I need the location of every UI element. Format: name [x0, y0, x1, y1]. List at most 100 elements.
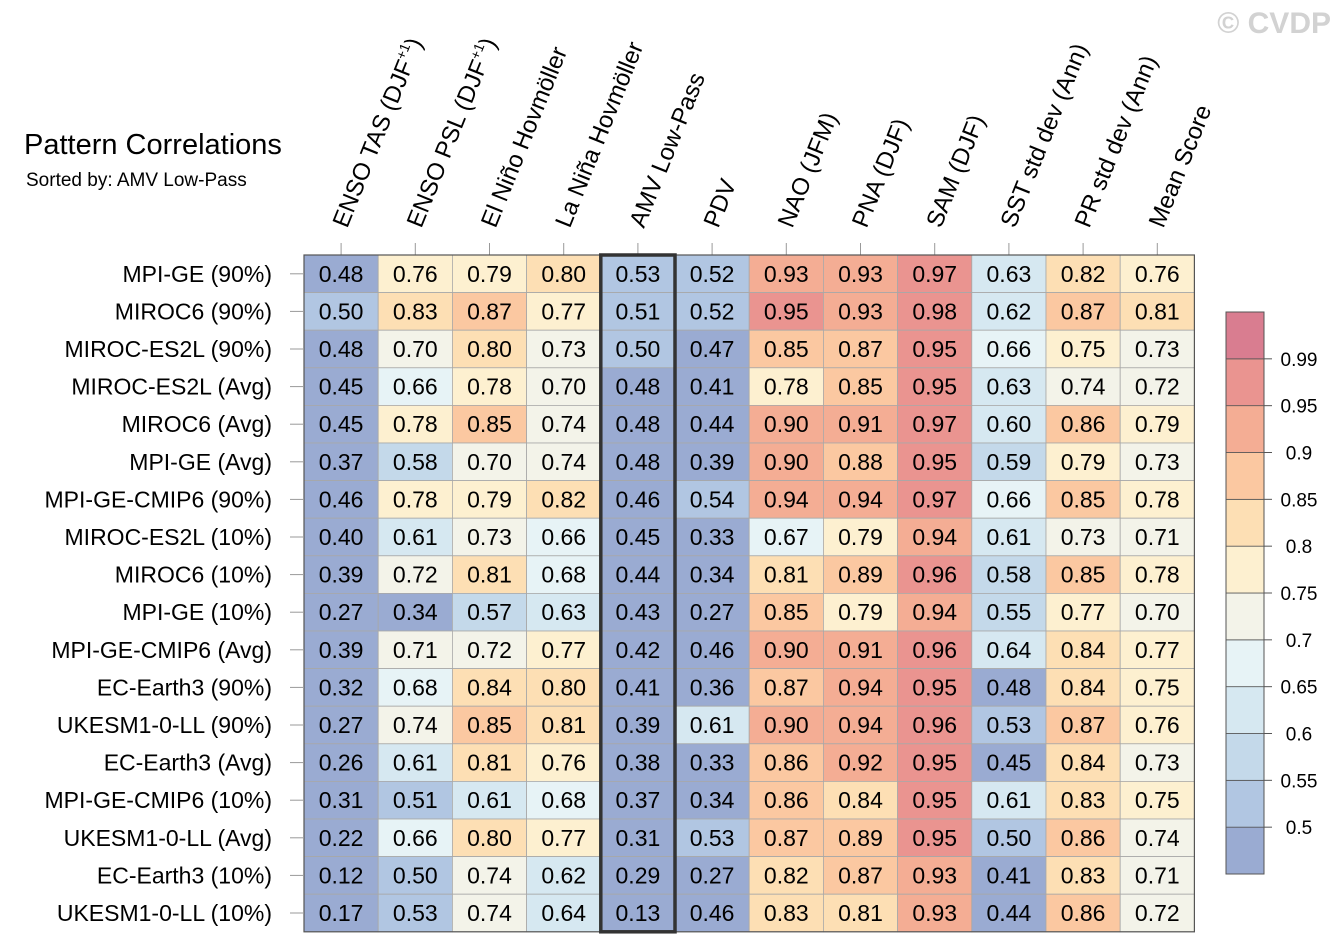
cell-value-label: 0.60 — [987, 411, 1032, 437]
cell-value-label: 0.40 — [319, 524, 364, 550]
cell-value-label: 0.79 — [467, 261, 512, 287]
cell-value-label: 0.45 — [319, 411, 364, 437]
cell-value-label: 0.48 — [616, 411, 661, 437]
cell-value-label: 0.91 — [838, 637, 883, 663]
cell-value-label: 0.50 — [987, 825, 1032, 851]
heatmap-cell — [823, 329, 899, 369]
cell-value-label: 0.63 — [987, 261, 1032, 287]
cell-value-label: 0.77 — [541, 298, 586, 324]
heatmap-cell — [526, 743, 602, 782]
cell-value-label: 0.72 — [393, 562, 438, 588]
row-label: MIROC6 (10%) — [115, 562, 272, 588]
heatmap-cell — [897, 705, 973, 745]
cell-value-label: 0.84 — [1061, 750, 1106, 776]
cell-value-label: 0.39 — [319, 562, 364, 588]
heatmap-cell — [1119, 668, 1195, 707]
cell-value-label: 0.78 — [1135, 562, 1180, 588]
cell-value-label: 0.43 — [616, 599, 661, 625]
cell-value-label: 0.81 — [467, 750, 512, 776]
heatmap-cell — [1119, 818, 1195, 857]
heatmap-cell — [971, 743, 1047, 782]
cell-value-label: 0.94 — [912, 524, 957, 550]
cell-value-label: 0.66 — [987, 336, 1032, 362]
heatmap-cell — [748, 254, 824, 293]
row-label: MIROC6 (90%) — [115, 298, 272, 324]
cell-value-label: 0.87 — [467, 298, 512, 324]
cell-value-label: 0.81 — [467, 562, 512, 588]
cell-value-label: 0.44 — [987, 900, 1032, 926]
cell-value-label: 0.80 — [467, 825, 512, 851]
heatmap-cell — [1119, 292, 1195, 331]
cell-value-label: 0.77 — [1061, 599, 1106, 625]
row-label: MPI-GE-CMIP6 (10%) — [45, 787, 272, 813]
heatmap-cell — [1045, 442, 1121, 481]
heatmap-cell — [971, 705, 1047, 745]
heatmap-cell — [600, 254, 676, 293]
cell-value-label: 0.50 — [393, 862, 438, 888]
cell-value-label: 0.31 — [616, 825, 661, 851]
cell-value-label: 0.83 — [1061, 862, 1106, 888]
cell-value-label: 0.78 — [467, 374, 512, 400]
cell-value-label: 0.31 — [319, 787, 364, 813]
cell-value-label: 0.27 — [690, 862, 735, 888]
heatmap-cell — [1045, 254, 1121, 293]
cell-value-label: 0.37 — [616, 787, 661, 813]
cell-value-label: 0.96 — [912, 562, 957, 588]
cell-value-label: 0.78 — [393, 411, 438, 437]
heatmap-cell — [897, 668, 973, 707]
heatmap-cell — [1119, 254, 1195, 293]
cell-value-label: 0.81 — [1135, 298, 1180, 324]
heatmap-cell — [823, 668, 899, 707]
cell-value-label: 0.32 — [319, 674, 364, 700]
cell-value-label: 0.29 — [616, 862, 661, 888]
cell-value-label: 0.61 — [393, 524, 438, 550]
row-label: UKESM1-0-LL (Avg) — [64, 825, 272, 851]
row-label: EC-Earth3 (Avg) — [104, 750, 272, 776]
cell-value-label: 0.46 — [319, 486, 364, 512]
cell-value-label: 0.66 — [393, 374, 438, 400]
heatmap-cell — [600, 555, 676, 594]
heatmap-cell — [526, 856, 602, 895]
row-label: MPI-GE-CMIP6 (90%) — [45, 486, 272, 512]
colorbar-label: 0.55 — [1281, 771, 1318, 792]
cell-value-label: 0.87 — [764, 825, 809, 851]
colorbar-swatch — [1225, 358, 1265, 407]
cell-value-label: 0.46 — [690, 637, 735, 663]
cell-value-label: 0.87 — [838, 862, 883, 888]
heatmap-cell — [303, 367, 379, 406]
heatmap-cell — [600, 442, 676, 481]
heatmap-cell — [1045, 630, 1121, 669]
heatmap-cell — [377, 893, 453, 933]
colorbar-swatch — [1225, 498, 1265, 547]
cell-value-label: 0.41 — [690, 374, 735, 400]
cell-value-label: 0.73 — [467, 524, 512, 550]
heatmap-cell — [377, 668, 453, 707]
cell-value-label: 0.63 — [987, 374, 1032, 400]
heatmap-cell — [971, 480, 1047, 519]
cell-value-label: 0.53 — [393, 900, 438, 926]
heatmap-cell — [526, 630, 602, 669]
cell-value-label: 0.74 — [467, 900, 512, 926]
cell-value-label: 0.95 — [912, 336, 957, 362]
cell-value-label: 0.48 — [616, 449, 661, 475]
cell-value-label: 0.79 — [838, 599, 883, 625]
cell-value-label: 0.68 — [541, 787, 586, 813]
cell-value-label: 0.42 — [616, 637, 661, 663]
colorbar-label: 0.95 — [1281, 397, 1318, 418]
cell-value-label: 0.82 — [541, 486, 586, 512]
row-label: MPI-GE-CMIP6 (Avg) — [51, 637, 272, 663]
cell-value-label: 0.39 — [319, 637, 364, 663]
heatmap-cell — [748, 893, 824, 933]
heatmap-cell — [377, 517, 453, 557]
heatmap-cell — [897, 555, 973, 594]
cell-value-label: 0.76 — [1135, 712, 1180, 738]
cell-value-label: 0.93 — [912, 900, 957, 926]
heatmap-cell — [303, 292, 379, 331]
cell-value-label: 0.85 — [764, 599, 809, 625]
cell-value-label: 0.91 — [838, 411, 883, 437]
cell-value-label: 0.59 — [987, 449, 1032, 475]
cell-value-label: 0.39 — [616, 712, 661, 738]
cell-value-label: 0.62 — [987, 298, 1032, 324]
cell-value-label: 0.53 — [987, 712, 1032, 738]
heatmap-cell — [1119, 781, 1195, 820]
